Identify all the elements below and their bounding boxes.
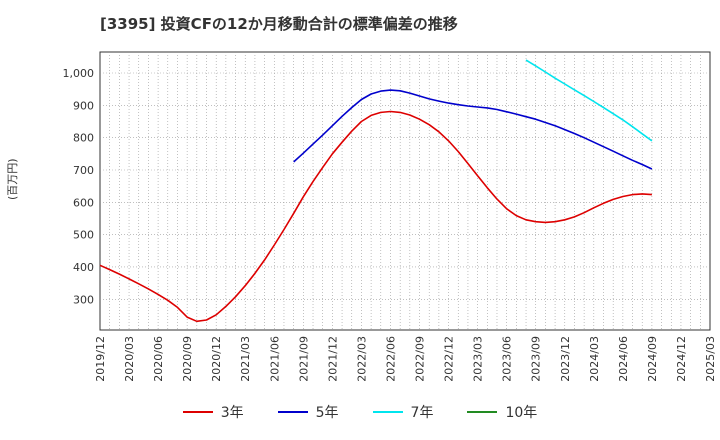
x-tick-label: 2024/12 [675,336,688,382]
x-tick-label: 2020/12 [210,336,223,382]
legend-label: 10年 [505,405,538,421]
x-tick-label: 2023/06 [501,336,514,382]
legend-item: 3年 [182,402,244,422]
y-tick-labels: 300 400 500 600 700 800 900 1,000 [63,67,95,306]
y-tick-label: 400 [73,261,94,274]
x-tick-label: 2021/12 [326,336,339,382]
legend-swatch [467,411,498,413]
x-tick-label: 2021/03 [239,336,252,382]
x-tick-label: 2021/06 [268,336,281,382]
x-tick-label: 2025/03 [704,336,717,382]
vertical-grid [109,52,701,330]
legend-label: 7年 [410,405,434,421]
series-line-7年 [525,59,653,142]
plot-area [99,51,711,331]
y-tick-label: 700 [73,164,94,177]
legend-swatch [182,411,213,413]
x-tick-label: 2022/06 [384,336,397,382]
series-layer [99,59,653,323]
legend-item: 10年 [467,402,537,422]
x-tick-labels: 2019/12 2020/03 2020/06 2020/09 2020/12 2021/… [94,336,717,382]
legend: 3年 5年 7年 10年 [0,402,720,422]
chart-title: [3395] 投資CFの12か月移動合計の標準偏差の推移 [100,15,458,33]
x-tick-label: 2023/12 [559,336,572,382]
legend-label: 5年 [315,405,339,421]
y-tick-label: 500 [73,229,94,242]
x-tick-label: 2022/03 [355,336,368,382]
series-line-5年 [293,89,653,170]
x-tick-label: 2020/03 [123,336,136,382]
legend-item: 5年 [277,402,339,422]
y-tick-label: 900 [73,99,94,112]
y-tick-label: 600 [73,196,94,209]
x-tick-label: 2024/06 [617,336,630,382]
x-tick-label: 2021/09 [297,336,310,382]
x-tick-label: 2019/12 [94,336,107,382]
x-tick-label: 2020/06 [152,336,165,382]
y-tick-label: 1,000 [63,67,95,80]
x-tick-label: 2020/09 [181,336,194,382]
x-tick-label: 2022/12 [443,336,456,382]
x-tick-label: 2022/09 [414,336,427,382]
y-tick-label: 800 [73,132,94,145]
legend-item: 7年 [372,402,434,422]
legend-swatch [372,411,403,413]
x-tick-label: 2023/03 [472,336,485,382]
legend-swatch [277,411,308,413]
series-line-3年 [99,110,652,323]
x-tick-label: 2023/09 [530,336,543,382]
x-tick-label: 2024/09 [646,336,659,382]
y-tick-label: 300 [73,293,94,306]
legend-label: 3年 [220,405,244,421]
x-tick-label: 2024/03 [588,336,601,382]
